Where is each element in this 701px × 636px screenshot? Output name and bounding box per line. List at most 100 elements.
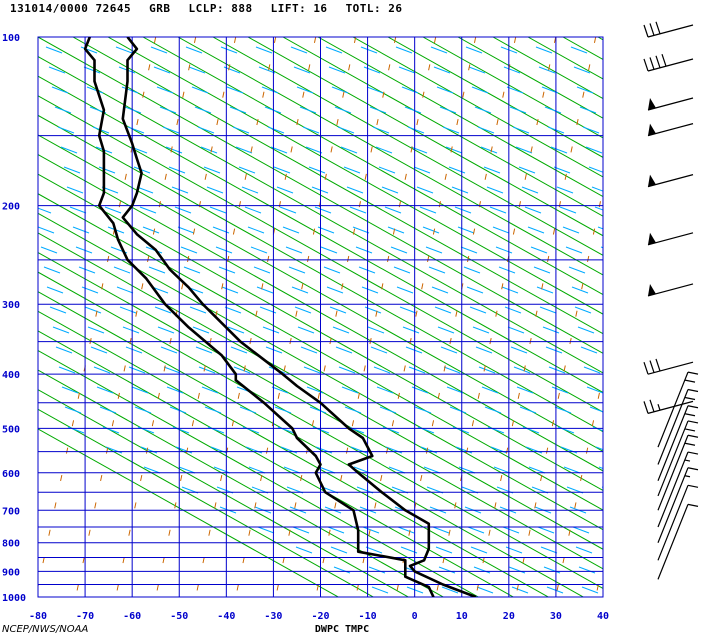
wind-barb [643, 358, 694, 375]
dry-adiabat [38, 251, 603, 570]
wind-barb [647, 283, 694, 297]
mixing-ratio-dash [372, 126, 390, 134]
mixing-ratio-dash [381, 186, 399, 194]
mixing-ratio-dash [52, 326, 70, 334]
mixing-ratio-dash [522, 426, 540, 434]
mixing-ratio-dash [554, 406, 572, 414]
mixing-ratio-dash [295, 546, 313, 554]
mixing-ratio-dash [441, 586, 459, 594]
mixing-ratio-dash [509, 106, 527, 114]
station-time: 131014/0000 72645 [10, 2, 132, 15]
mixing-ratio-dash [119, 306, 137, 314]
mixing-ratio-dash [583, 366, 601, 374]
mixing-ratio-dash [98, 166, 116, 174]
lift-value: LIFT: 16 [270, 2, 328, 15]
mixing-ratio-dash [475, 346, 493, 354]
mixing-ratio-dash [544, 106, 562, 114]
credit-label: NCEP/NWS/NOAA [2, 624, 88, 635]
mixing-ratio-dash [530, 246, 548, 254]
y-tick-label: 700 [2, 506, 20, 517]
mixing-ratio-dash [451, 186, 469, 194]
mixing-ratio-dash [328, 66, 346, 74]
mixing-ratio-dash [308, 166, 326, 174]
mixing-ratio-dash [276, 186, 294, 194]
mixing-ratio-dash [124, 106, 142, 114]
mixing-ratio-dash [416, 186, 434, 194]
mixing-ratio-dash [57, 126, 75, 134]
wind-barb [657, 503, 699, 580]
mixing-ratio-dash [422, 226, 440, 234]
mixing-ratio-dash [172, 426, 190, 434]
mixing-ratio-dash [536, 286, 554, 294]
mixing-ratio-dash [297, 326, 315, 334]
mixing-ratio-dash [67, 426, 85, 434]
mixing-ratio-dash [265, 346, 283, 354]
mixing-ratio-dash [465, 46, 483, 54]
mixing-ratio-dash [433, 66, 451, 74]
mixing-ratio-dash [358, 266, 376, 274]
x-tick-label: -20 [311, 611, 329, 622]
mixing-ratio-dash [452, 426, 470, 434]
mixing-ratio-dash [224, 306, 242, 314]
dry-adiabat [527, 37, 603, 80]
dry-adiabat [142, 37, 603, 296]
mixing-ratio-dash [66, 186, 84, 194]
mixing-ratio-dash [343, 166, 361, 174]
wind-barb [647, 97, 694, 111]
mixing-ratio-dash [291, 286, 309, 294]
mixing-ratio-dash [178, 466, 196, 474]
mixing-ratio-dash [81, 286, 99, 294]
mixing-ratio-dash [408, 366, 426, 374]
y-tick-label: 100 [2, 33, 20, 44]
mixing-ratio-dash [334, 106, 352, 114]
mixing-ratio-dash [257, 526, 275, 534]
wind-barb [657, 371, 699, 448]
mixing-ratio-dash [578, 566, 596, 574]
mixing-ratio-dash [468, 66, 486, 74]
mixing-ratio-dash [282, 226, 300, 234]
mixing-ratio-dash [64, 406, 82, 414]
mixing-ratio-dash [498, 266, 516, 274]
mixing-ratio-dash [157, 326, 175, 334]
dry-adiabat [107, 37, 603, 315]
profile-lines [83, 37, 477, 597]
mixing-ratio-dash [261, 86, 279, 94]
dry-adiabat [38, 369, 445, 597]
mixing-ratio-dash [533, 266, 551, 274]
mixing-ratio-dash [244, 206, 262, 214]
mixing-ratio-dash [333, 566, 351, 574]
moist-adiabat [195, 37, 317, 597]
mixing-ratio-dash [194, 106, 212, 114]
mixing-ratio-dash [432, 526, 450, 534]
dry-adiabat [387, 37, 603, 158]
mixing-ratio-dash [546, 586, 564, 594]
mixing-ratio-dash [382, 426, 400, 434]
y-tick-label: 500 [2, 424, 20, 435]
dry-adiabat [38, 330, 515, 597]
mixing-ratio-dash [579, 106, 597, 114]
mixing-ratio-dash [235, 146, 253, 154]
dry-adiabat [72, 37, 603, 335]
wind-barb [647, 174, 694, 188]
mixing-ratio-dash [537, 526, 555, 534]
mixing-ratio-dash [299, 106, 317, 114]
mixing-ratio-dash [242, 426, 260, 434]
mixing-ratio-dash [274, 406, 292, 414]
wind-barbs [643, 21, 699, 580]
mixing-ratio-dash [428, 266, 446, 274]
mixing-ratio-dash [595, 446, 603, 451]
x-tick-label: -10 [359, 611, 377, 622]
mixing-ratio-dash [72, 226, 90, 234]
mixing-ratio-dash [519, 406, 537, 414]
mixing-ratio-dash [253, 266, 271, 274]
moist-adiabat [595, 560, 603, 597]
mixing-ratio-dash [366, 86, 384, 94]
mixing-ratio-dash [476, 586, 494, 594]
mixing-ratio-dash [221, 286, 239, 294]
mixing-ratio-dash [565, 246, 583, 254]
tmpc-line [121, 37, 477, 597]
dry-adiabat [38, 389, 410, 597]
mixing-ratio-dash [330, 546, 348, 554]
mixing-ratio-dash [376, 386, 394, 394]
mixing-ratio-dash [577, 326, 595, 334]
